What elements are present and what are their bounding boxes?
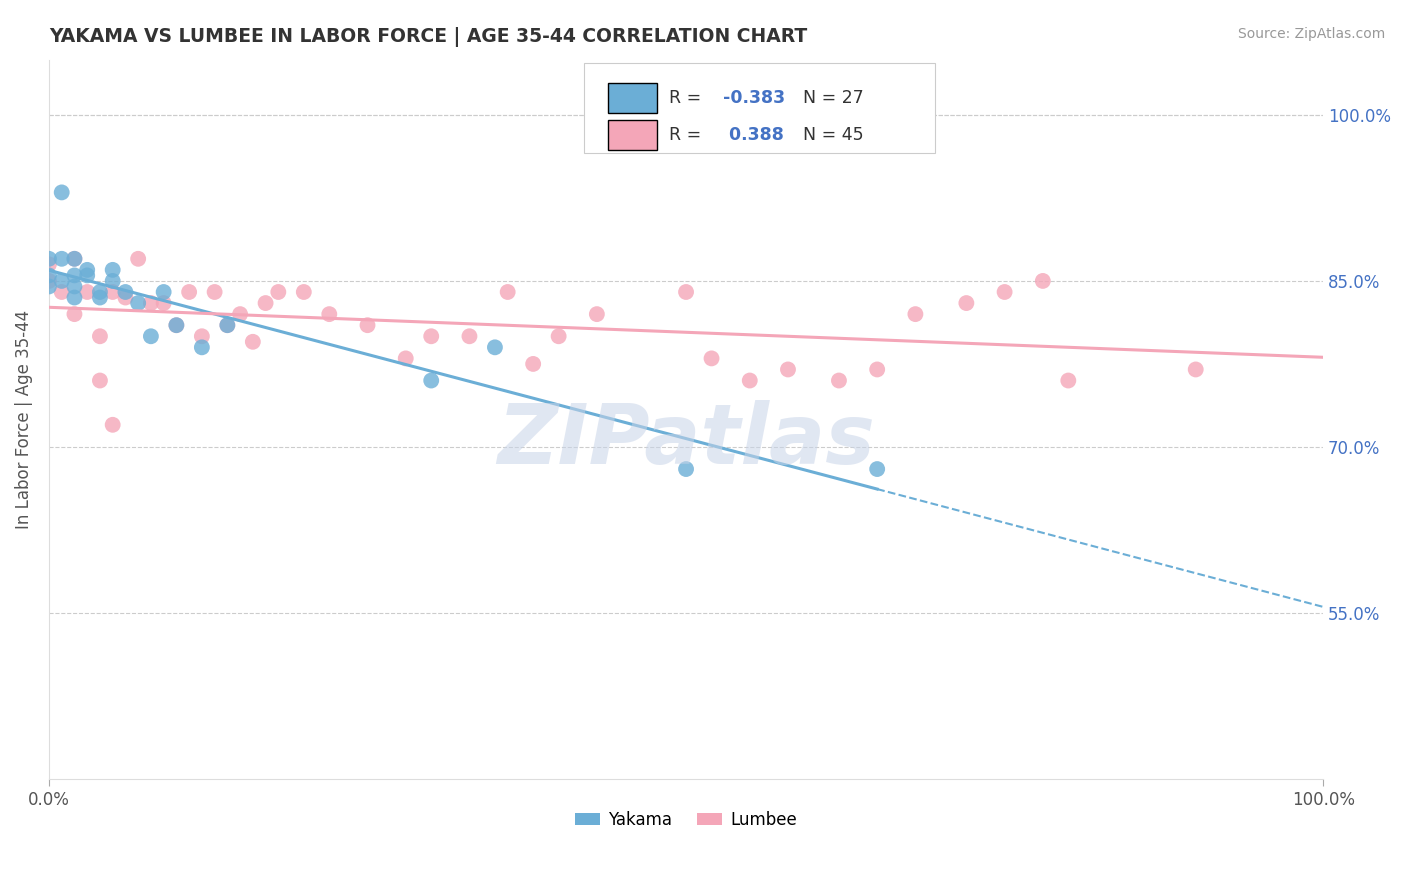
Point [1032,274,1054,288]
Point [191,329,214,343]
Point [420,374,443,388]
Point [242,334,264,349]
Point [165,318,187,333]
Point [89,285,111,299]
Point [127,296,149,310]
Text: -0.383: -0.383 [723,89,785,107]
Point [395,351,418,366]
Legend: Yakama, Lumbee: Yakama, Lumbee [568,804,804,835]
Point [496,285,519,299]
Point [63,291,86,305]
Point [114,285,136,299]
Point [165,318,187,333]
Y-axis label: In Labor Force | Age 35-44: In Labor Force | Age 35-44 [15,310,32,529]
Point [139,329,162,343]
Point [994,285,1017,299]
Point [904,307,927,321]
Point [356,318,378,333]
Point [217,318,239,333]
Point [38,268,60,283]
Point [63,268,86,283]
Point [152,296,174,310]
Point [89,374,111,388]
Point [267,285,290,299]
Point [89,329,111,343]
Point [204,285,226,299]
Point [101,274,124,288]
Point [318,307,340,321]
Point [586,307,609,321]
Point [522,357,544,371]
Point [776,362,799,376]
Point [292,285,315,299]
Point [38,257,60,271]
Point [63,279,86,293]
Point [179,285,201,299]
FancyBboxPatch shape [609,83,657,113]
Point [675,285,697,299]
Point [76,285,98,299]
Point [1184,362,1206,376]
Point [63,307,86,321]
Point [191,340,214,354]
Point [217,318,239,333]
Point [76,268,98,283]
Point [38,252,60,266]
Point [484,340,506,354]
Point [63,252,86,266]
Point [127,252,149,266]
FancyBboxPatch shape [583,63,935,153]
Point [458,329,481,343]
FancyBboxPatch shape [609,120,657,150]
Point [101,285,124,299]
Text: R =: R = [669,126,707,144]
Point [229,307,252,321]
Point [63,252,86,266]
Point [866,362,889,376]
Text: N = 27: N = 27 [803,89,865,107]
Text: Source: ZipAtlas.com: Source: ZipAtlas.com [1237,27,1385,41]
Text: 0.388: 0.388 [723,126,785,144]
Point [101,417,124,432]
Point [828,374,851,388]
Point [89,291,111,305]
Point [51,252,73,266]
Point [738,374,761,388]
Point [51,186,73,200]
Point [139,296,162,310]
Point [38,279,60,293]
Point [254,296,277,310]
Point [420,329,443,343]
Point [76,263,98,277]
Text: R =: R = [669,89,707,107]
Point [114,291,136,305]
Point [547,329,569,343]
Point [101,263,124,277]
Point [51,285,73,299]
Point [955,296,977,310]
Text: ZIPatlas: ZIPatlas [498,401,875,482]
Text: N = 45: N = 45 [803,126,863,144]
Point [1057,374,1080,388]
Point [152,285,174,299]
Point [38,274,60,288]
Point [866,462,889,476]
Text: YAKAMA VS LUMBEE IN LABOR FORCE | AGE 35-44 CORRELATION CHART: YAKAMA VS LUMBEE IN LABOR FORCE | AGE 35… [49,27,807,46]
Point [51,274,73,288]
Point [675,462,697,476]
Point [700,351,723,366]
